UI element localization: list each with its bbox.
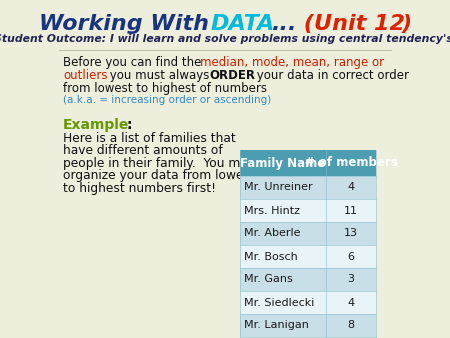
Bar [240, 176, 377, 199]
Text: Mr. Bosch: Mr. Bosch [243, 251, 297, 262]
Text: organize your data from lowest: organize your data from lowest [63, 169, 255, 183]
Text: from lowest to highest of numbers: from lowest to highest of numbers [63, 82, 267, 95]
Text: 4: 4 [347, 297, 355, 308]
Text: Unit 12: Unit 12 [314, 14, 405, 34]
Text: 8: 8 [347, 320, 355, 331]
Text: :: : [127, 118, 132, 132]
Text: Mrs. Hintz: Mrs. Hintz [243, 206, 300, 216]
Text: people in their family.  You must: people in their family. You must [63, 157, 260, 170]
Bar [240, 222, 377, 245]
Bar [240, 314, 377, 337]
Text: Example: Example [63, 118, 130, 132]
Text: ): ) [401, 14, 411, 34]
Text: your data in correct order: your data in correct order [253, 69, 410, 82]
Bar [240, 199, 377, 222]
Text: Mr. Aberle: Mr. Aberle [243, 228, 300, 239]
Bar [240, 150, 377, 176]
Text: Mr. Lanigan: Mr. Lanigan [243, 320, 309, 331]
Text: Mr. Unreiner: Mr. Unreiner [243, 183, 312, 193]
Text: to highest numbers first!: to highest numbers first! [63, 182, 216, 195]
Text: ...: ... [272, 14, 297, 34]
Text: outliers: outliers [63, 69, 108, 82]
Text: 13: 13 [344, 228, 358, 239]
Text: median, mode, mean, range or: median, mode, mean, range or [200, 56, 384, 69]
Text: ORDER: ORDER [209, 69, 255, 82]
Text: Working With: Working With [39, 14, 217, 34]
Text: DATA: DATA [210, 14, 274, 34]
Text: Here is a list of families that: Here is a list of families that [63, 132, 236, 145]
Text: 6: 6 [347, 251, 355, 262]
Text: 4: 4 [347, 183, 355, 193]
Text: Student Outcome: I will learn and solve problems using central tendency's.: Student Outcome: I will learn and solve … [0, 34, 450, 44]
Text: (: ( [297, 14, 315, 34]
Text: 3: 3 [347, 274, 355, 285]
Text: (a.k.a. = increasing order or ascending): (a.k.a. = increasing order or ascending) [63, 95, 271, 105]
Text: have different amounts of: have different amounts of [63, 145, 223, 158]
Bar [240, 291, 377, 314]
Text: 11: 11 [344, 206, 358, 216]
Text: # of members: # of members [305, 156, 397, 169]
Text: you must always: you must always [106, 69, 213, 82]
Bar [240, 245, 377, 268]
Bar [240, 268, 377, 291]
Text: Mr. Gans: Mr. Gans [243, 274, 292, 285]
Text: Before you can find the: Before you can find the [63, 56, 205, 69]
Text: Mr. Siedlecki: Mr. Siedlecki [243, 297, 314, 308]
Text: Family Name: Family Name [240, 156, 325, 169]
